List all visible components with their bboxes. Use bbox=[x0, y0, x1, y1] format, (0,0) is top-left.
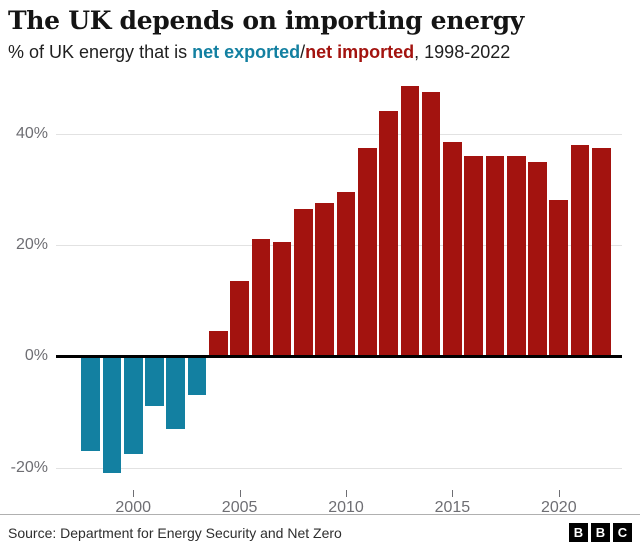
bar-2016 bbox=[464, 155, 483, 357]
bar-2020 bbox=[549, 200, 569, 357]
bar-2008 bbox=[294, 208, 313, 357]
bar-2017 bbox=[485, 155, 505, 357]
bbc-logo-block-c: C bbox=[613, 523, 632, 542]
source-text: Source: Department for Energy Security a… bbox=[8, 524, 342, 541]
legend-net-exported: net exported bbox=[192, 42, 301, 62]
bar-2012 bbox=[379, 111, 398, 357]
x-axis-label-2015: 2015 bbox=[434, 499, 471, 516]
gridline-40 bbox=[56, 133, 622, 135]
legend-net-imported: net imported bbox=[305, 42, 415, 62]
x-axis-tick-2020 bbox=[558, 490, 560, 497]
x-axis-tick-2015 bbox=[452, 490, 454, 497]
y-axis-label--20: -20% bbox=[10, 458, 48, 476]
bar-2022 bbox=[592, 147, 611, 357]
bar-chart: -20% 0% 20% 40% 2000 2005 2010 2015 2020 bbox=[0, 78, 640, 516]
bar-1998 bbox=[81, 356, 100, 452]
x-axis-tick-2000 bbox=[133, 490, 135, 497]
bar-2019 bbox=[528, 161, 547, 357]
bar-2013 bbox=[400, 86, 420, 357]
bar-2014 bbox=[421, 91, 441, 357]
subtitle-separator: / bbox=[300, 42, 306, 62]
chart-footer: Source: Department for Energy Security a… bbox=[0, 514, 640, 550]
bar-1999 bbox=[102, 356, 122, 474]
bar-2018 bbox=[506, 155, 526, 357]
bar-2006 bbox=[251, 239, 271, 357]
bbc-logo: B B C bbox=[569, 523, 632, 542]
bbc-logo-block-b2: B bbox=[591, 523, 610, 542]
bar-2002 bbox=[166, 356, 186, 429]
y-axis-label-20: 20% bbox=[15, 236, 48, 254]
page-title: The UK depends on importing energy bbox=[8, 6, 525, 35]
bar-2003 bbox=[187, 356, 207, 396]
bar-2015 bbox=[443, 142, 462, 357]
subtitle-suffix: , 1998-2022 bbox=[414, 42, 511, 62]
x-axis-label-2000: 2000 bbox=[115, 499, 151, 516]
y-axis-label-0: 0% bbox=[24, 347, 48, 365]
zero-axis-line bbox=[56, 355, 622, 359]
bar-2011 bbox=[357, 147, 377, 357]
bar-2005 bbox=[230, 281, 249, 357]
chart-header: The UK depends on importing energy % of … bbox=[0, 0, 640, 64]
x-axis-label-2020: 2020 bbox=[541, 499, 577, 516]
subtitle-prefix: % of UK energy that is bbox=[8, 42, 193, 62]
x-axis-tick-2005 bbox=[239, 490, 241, 497]
bar-2009 bbox=[315, 203, 335, 357]
y-axis-label-40: 40% bbox=[15, 124, 48, 142]
x-axis-tick-2010 bbox=[346, 490, 347, 497]
bar-2001 bbox=[145, 356, 164, 407]
bbc-logo-block-b1: B bbox=[569, 523, 588, 542]
bar-2010 bbox=[336, 192, 356, 357]
bar-2000 bbox=[123, 356, 143, 454]
x-axis-label-2010: 2010 bbox=[328, 499, 364, 516]
bar-2021 bbox=[570, 144, 590, 357]
chart-subtitle: % of UK energy that is net exported/net … bbox=[8, 41, 630, 64]
x-axis-label-2005: 2005 bbox=[221, 499, 258, 516]
gridline--20 bbox=[56, 467, 622, 469]
bar-2007 bbox=[272, 242, 292, 357]
bar-2004 bbox=[208, 331, 228, 357]
